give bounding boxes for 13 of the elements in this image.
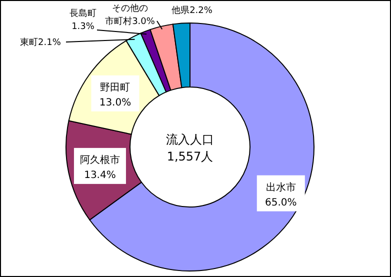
text: 1,557人 <box>166 150 214 164</box>
slice-label: 東町2.1% <box>20 37 62 48</box>
data-label: 13.4% <box>84 170 116 181</box>
slice-label: 野田町 <box>100 82 130 94</box>
data-label: 65.0% <box>264 197 297 208</box>
text: 流入人口 <box>166 132 214 146</box>
data-label: 13.0% <box>99 97 132 108</box>
slice-label: 阿久根市 <box>80 154 120 166</box>
data-label: 1.3% <box>72 22 95 32</box>
slice-label: 他県2.2% <box>172 5 213 16</box>
slice-label: その他の市町村3.0% <box>105 3 156 27</box>
slice-label: 出水市 <box>266 181 296 194</box>
slice-label: 長島町 <box>70 8 96 19</box>
